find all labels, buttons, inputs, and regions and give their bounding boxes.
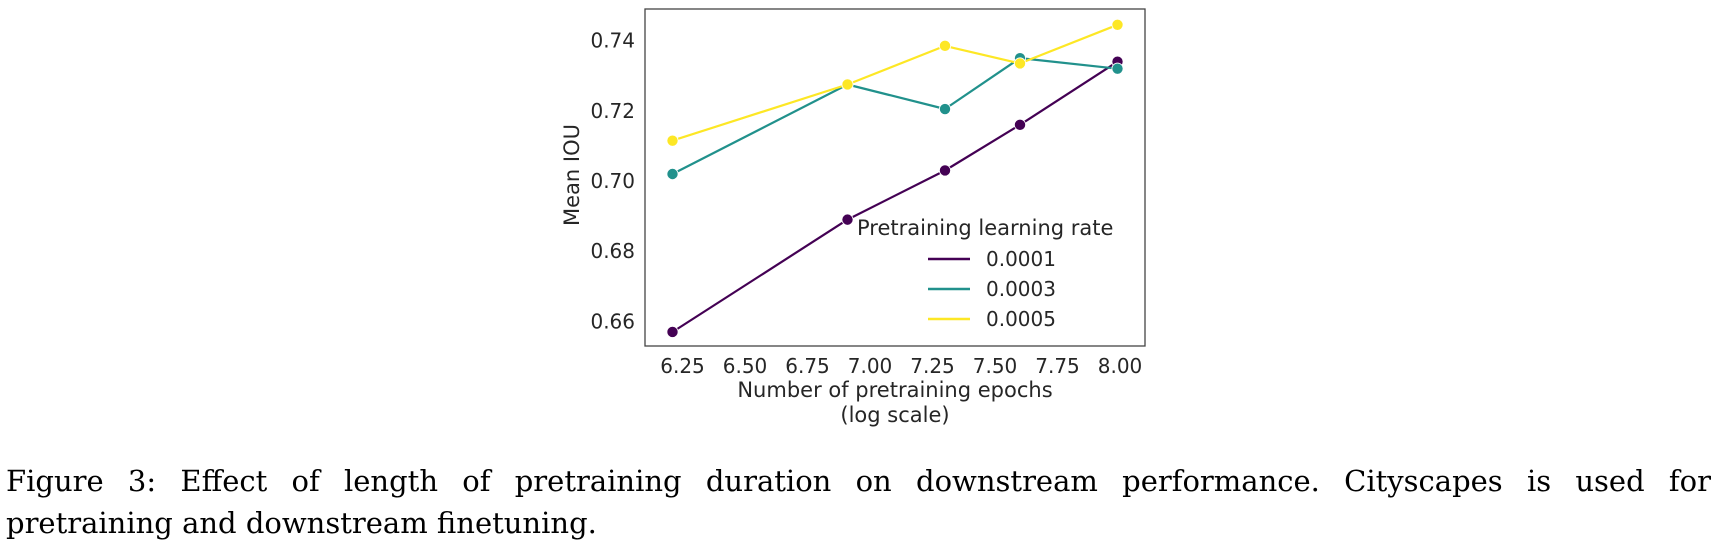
y-axis: 0.66 0.68 0.70 0.72 0.74 — [590, 29, 635, 334]
data-point-0.0005 — [1111, 18, 1124, 31]
data-point-0.0005 — [1014, 57, 1027, 70]
line-chart: 6.25 6.50 6.75 7.00 7.25 7.50 7.75 8.00 0.660.6… — [560, 8, 1146, 427]
data-point-0.0003 — [1111, 62, 1124, 75]
x-tick-label: 6.25 — [660, 354, 705, 378]
data-point-0.0003 — [939, 103, 952, 116]
y-tick-label: 0.66 — [590, 309, 635, 333]
data-point-0.0001 — [1014, 118, 1027, 131]
caption-line-1: Figure 3: Effect of length of pretrainin… — [6, 464, 1711, 498]
legend: Pretraining learning rate 0.0001 0.0003 0.… — [857, 216, 1113, 331]
x-tick-label: 6.50 — [723, 354, 768, 378]
data-point-0.0001 — [939, 164, 952, 177]
legend-label-0.0001: 0.0001 — [986, 247, 1056, 271]
y-tick-label: 0.72 — [590, 99, 635, 123]
data-point-0.0005 — [841, 78, 854, 91]
x-tick-label: 6.75 — [785, 354, 830, 378]
x-axis-title-note: (log scale) — [840, 403, 949, 427]
plot-area-frame — [644, 8, 1146, 347]
data-point-0.0005 — [939, 39, 952, 52]
data-point-0.0001 — [666, 325, 679, 338]
x-tick-label: 7.25 — [910, 354, 955, 378]
x-tick-label: 7.75 — [1035, 354, 1080, 378]
data-point-0.0001 — [841, 213, 854, 226]
x-axis: 6.25 6.50 6.75 7.00 7.25 7.50 7.75 8.00 — [660, 354, 1142, 378]
plot-content — [666, 18, 1124, 338]
y-tick-label: 0.68 — [590, 239, 635, 263]
y-tick-label: 0.70 — [590, 169, 635, 193]
legend-title: Pretraining learning rate — [857, 216, 1113, 240]
x-axis-title: Number of pretraining epochs — [737, 378, 1052, 402]
x-tick-label: 7.00 — [848, 354, 893, 378]
legend-label-0.0003: 0.0003 — [986, 277, 1056, 301]
y-axis-title: Mean IOU — [560, 124, 584, 226]
x-tick-label: 7.50 — [973, 354, 1018, 378]
data-point-0.0003 — [666, 167, 679, 180]
figure-caption: Figure 3: Effect of length of pretrainin… — [6, 460, 1711, 544]
y-tick-label: 0.74 — [590, 29, 635, 53]
legend-label-0.0005: 0.0005 — [986, 307, 1056, 331]
series-line-0.0003 — [671, 56, 1118, 175]
caption-line-2: pretraining and downstream finetuning. — [6, 506, 597, 540]
data-point-0.0005 — [666, 134, 679, 147]
x-tick-label: 8.00 — [1098, 354, 1143, 378]
series-line-0.0005 — [672, 23, 1118, 142]
